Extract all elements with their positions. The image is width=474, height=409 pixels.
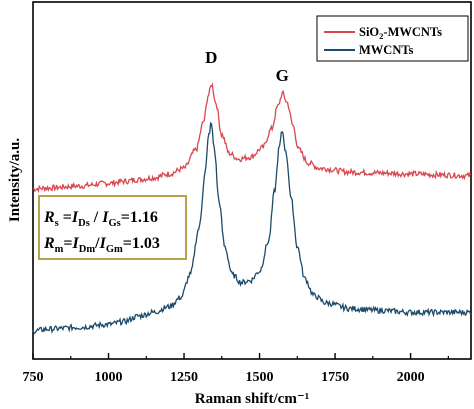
x-tick-label-1500: 1500 — [246, 370, 274, 385]
ratio-m-i2: I — [99, 235, 107, 252]
x-tick-label-1750: 1750 — [321, 370, 349, 385]
x-tick-label-2000: 2000 — [397, 370, 425, 385]
peak-label-g: G — [276, 66, 289, 85]
series-line-mwcnts — [32, 121, 472, 335]
ratio-s-r: R — [43, 209, 55, 226]
x-tick-label-750: 750 — [23, 370, 44, 385]
ratio-m-r-sub: m — [55, 244, 64, 255]
ratio-s-r-sub: s — [55, 218, 59, 229]
ratio-m-i1-sub: Dm — [79, 244, 96, 255]
legend-label-mwcnts: MWCNTs — [359, 43, 414, 57]
ratio-line-s: Rs =IDs / IGs=1.16 — [43, 209, 158, 229]
legend-box — [316, 15, 469, 62]
ratio-s-value: =1.16 — [121, 209, 158, 226]
legend-label-sio2-part2: -MWCNTs — [383, 25, 442, 39]
peak-label-d: D — [205, 48, 217, 67]
ratio-s-i2-sub: Gs — [108, 218, 120, 229]
legend-label-sio2-sub: 2 — [379, 31, 383, 41]
ratio-s-sep: / — [90, 209, 102, 226]
ratio-m-i2-sub: Gm — [106, 244, 123, 255]
ratio-m-eq: = — [63, 235, 72, 252]
series-line-sio2-mwcnts — [32, 82, 472, 194]
legend-label-sio2-mwcnts: SiO2-MWCNTs — [359, 25, 442, 41]
y-axis-label: Intensity/a.u. — [7, 138, 23, 222]
ratio-s-i2: I — [101, 209, 109, 226]
x-axis-ticks: 750 1000 1250 1500 1750 2000 — [23, 353, 449, 385]
x-tick-label-1000: 1000 — [95, 370, 123, 385]
ratio-s-i1: I — [71, 209, 79, 226]
ratio-s-i1-sub: Ds — [78, 218, 90, 229]
ratio-line-m: Rm=IDm/IGm=1.03 — [43, 235, 160, 255]
ratio-m-value: =1.03 — [123, 235, 160, 252]
ratio-m-i1: I — [72, 235, 80, 252]
x-axis-label: Raman shift/cm⁻¹ — [195, 391, 310, 407]
ratio-m-sep: / — [94, 235, 100, 252]
plot-frame — [32, 1, 472, 360]
ratio-s-eq: = — [59, 209, 72, 226]
ratio-annotation: Rs =IDs / IGs=1.16 Rm=IDm/IGm=1.03 — [38, 195, 187, 260]
ratio-box — [38, 195, 187, 260]
x-tick-label-1250: 1250 — [170, 370, 198, 385]
ratio-m-r: R — [43, 235, 55, 252]
legend-label-sio2-part1: SiO — [359, 25, 379, 39]
legend: SiO2-MWCNTs MWCNTs — [316, 15, 469, 62]
series-layer — [32, 82, 472, 335]
